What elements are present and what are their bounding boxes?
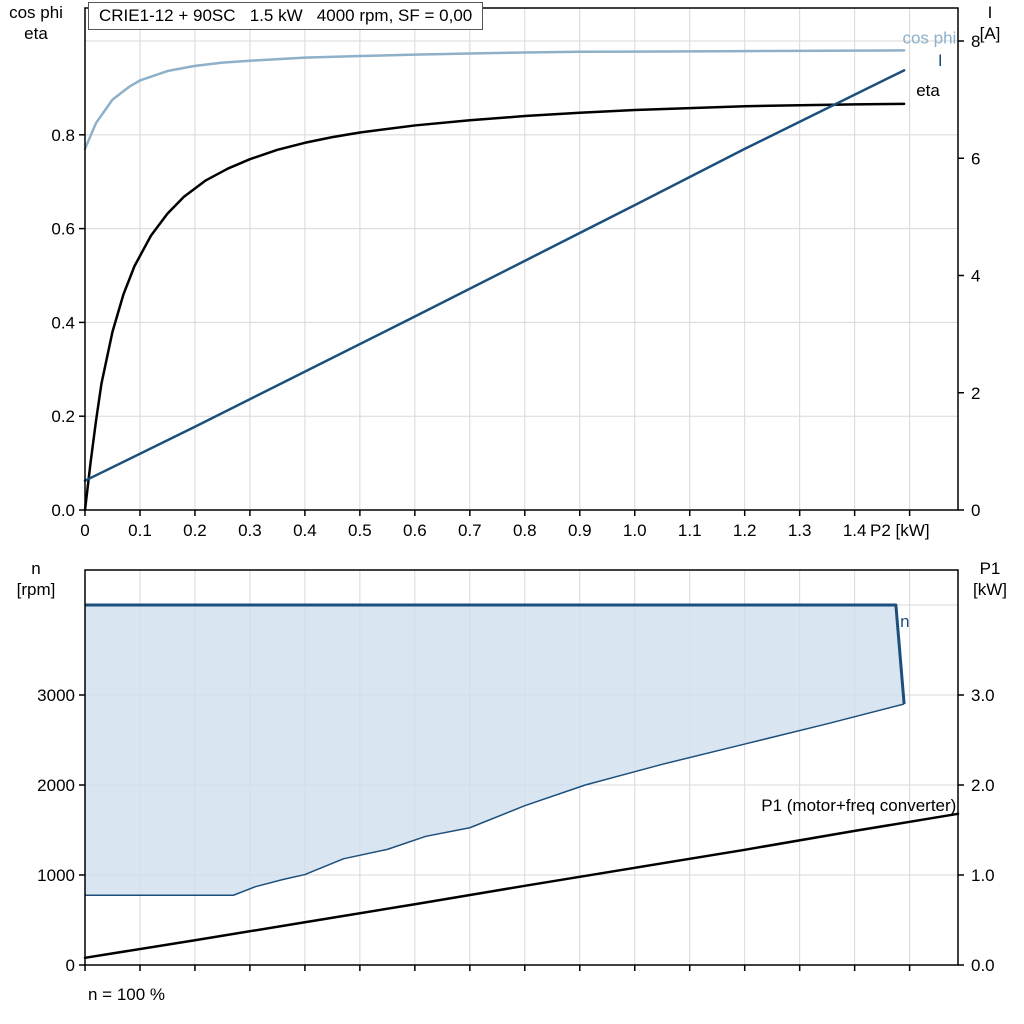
speed-footnote: n = 100 % bbox=[88, 985, 166, 1004]
svg-text:1.0: 1.0 bbox=[623, 521, 647, 540]
series-cos-phi bbox=[83, 49, 906, 151]
series-i bbox=[83, 69, 906, 482]
curve-label-cos-phi: cos phi bbox=[902, 29, 956, 48]
curve-label-p1-motor-freq-converter-: P1 (motor+freq converter) bbox=[761, 796, 956, 815]
svg-text:8: 8 bbox=[971, 32, 980, 51]
plot-frame bbox=[84, 7, 959, 511]
svg-text:0.6: 0.6 bbox=[403, 521, 427, 540]
current-axis-label: I bbox=[987, 3, 993, 22]
eta-axis-label: eta bbox=[24, 24, 48, 43]
svg-text:1.1: 1.1 bbox=[678, 521, 702, 540]
svg-text:2000: 2000 bbox=[37, 776, 75, 795]
svg-text:1000: 1000 bbox=[37, 866, 75, 885]
svg-text:0.6: 0.6 bbox=[51, 220, 75, 239]
svg-text:0.4: 0.4 bbox=[293, 521, 317, 540]
svg-text:1.3: 1.3 bbox=[788, 521, 812, 540]
series-eta bbox=[83, 102, 906, 512]
chart-title-box: CRIE1-12 + 90SC 1.5 kW 4000 rpm, SF = 0,… bbox=[88, 2, 484, 30]
svg-text:0.2: 0.2 bbox=[183, 521, 207, 540]
svg-text:0.4: 0.4 bbox=[51, 313, 75, 332]
tick-labels: 0 0.1 0.2 0.3 0.4 0.5 0.6 0.7 0.8 0.9 1.0 1.1 1.2 1.3… bbox=[51, 32, 980, 540]
svg-text:2.0: 2.0 bbox=[971, 776, 995, 795]
tick-marks bbox=[79, 40, 964, 516]
speed-axis-label: n bbox=[31, 559, 41, 578]
cos-phi-axis-label: cos phi bbox=[9, 3, 63, 22]
svg-text:2: 2 bbox=[971, 384, 980, 403]
curve-label-n: n bbox=[900, 612, 909, 631]
svg-text:0: 0 bbox=[80, 521, 89, 540]
plot-frame bbox=[84, 569, 959, 966]
svg-text:4: 4 bbox=[971, 267, 980, 286]
svg-text:0.9: 0.9 bbox=[568, 521, 592, 540]
bottom-left-axis-label: n [rpm] bbox=[0, 558, 72, 600]
current-axis-unit: [A] bbox=[979, 24, 1001, 43]
top-right-axis-label: I [A] bbox=[960, 2, 1020, 44]
speed-axis-unit: [rpm] bbox=[16, 580, 56, 599]
svg-text:0.0: 0.0 bbox=[971, 956, 995, 975]
svg-text:0.1: 0.1 bbox=[128, 521, 152, 540]
bottom-right-axis-label: P1 [kW] bbox=[960, 558, 1020, 600]
speed-range-lower-bound bbox=[85, 703, 905, 897]
svg-text:3000: 3000 bbox=[37, 686, 75, 705]
speed-power-chart: 0 1000 2000 3000 0.0 1.0 2.0 3.0 n P1 (motor+freq… bbox=[37, 569, 995, 975]
curve-label-eta: eta bbox=[916, 81, 940, 100]
tick-marks bbox=[79, 694, 964, 971]
svg-text:6: 6 bbox=[971, 149, 980, 168]
svg-text:0.8: 0.8 bbox=[51, 126, 75, 145]
svg-text:0: 0 bbox=[971, 501, 980, 520]
svg-text:0.7: 0.7 bbox=[458, 521, 482, 540]
svg-text:0.8: 0.8 bbox=[513, 521, 537, 540]
svg-text:0: 0 bbox=[66, 956, 75, 975]
svg-text:0.0: 0.0 bbox=[51, 501, 75, 520]
x-axis-label: P2 [kW] bbox=[870, 521, 930, 540]
svg-text:0.5: 0.5 bbox=[348, 521, 372, 540]
svg-text:0.3: 0.3 bbox=[238, 521, 262, 540]
motor-performance-chart: 0 0.1 0.2 0.3 0.4 0.5 0.6 0.7 0.8 0.9 1.0 1.1 1.2 1.3… bbox=[51, 7, 980, 540]
svg-text:0.2: 0.2 bbox=[51, 407, 75, 426]
top-left-axis-label: cos phi eta bbox=[0, 2, 72, 44]
svg-text:3.0: 3.0 bbox=[971, 686, 995, 705]
p1-axis-unit: [kW] bbox=[973, 580, 1007, 599]
svg-text:1.2: 1.2 bbox=[733, 521, 757, 540]
p1-axis-label: P1 bbox=[979, 559, 1001, 578]
svg-text:1.0: 1.0 bbox=[971, 866, 995, 885]
curve-label-i: I bbox=[938, 51, 943, 70]
speed-range-upper-bound bbox=[85, 603, 906, 705]
speed-range-area bbox=[85, 605, 905, 896]
svg-text:1.4: 1.4 bbox=[843, 521, 867, 540]
tick-labels: 0 1000 2000 3000 0.0 1.0 2.0 3.0 bbox=[37, 686, 994, 975]
series-p1-motor-freq-converter- bbox=[83, 812, 960, 960]
grid bbox=[85, 8, 958, 510]
